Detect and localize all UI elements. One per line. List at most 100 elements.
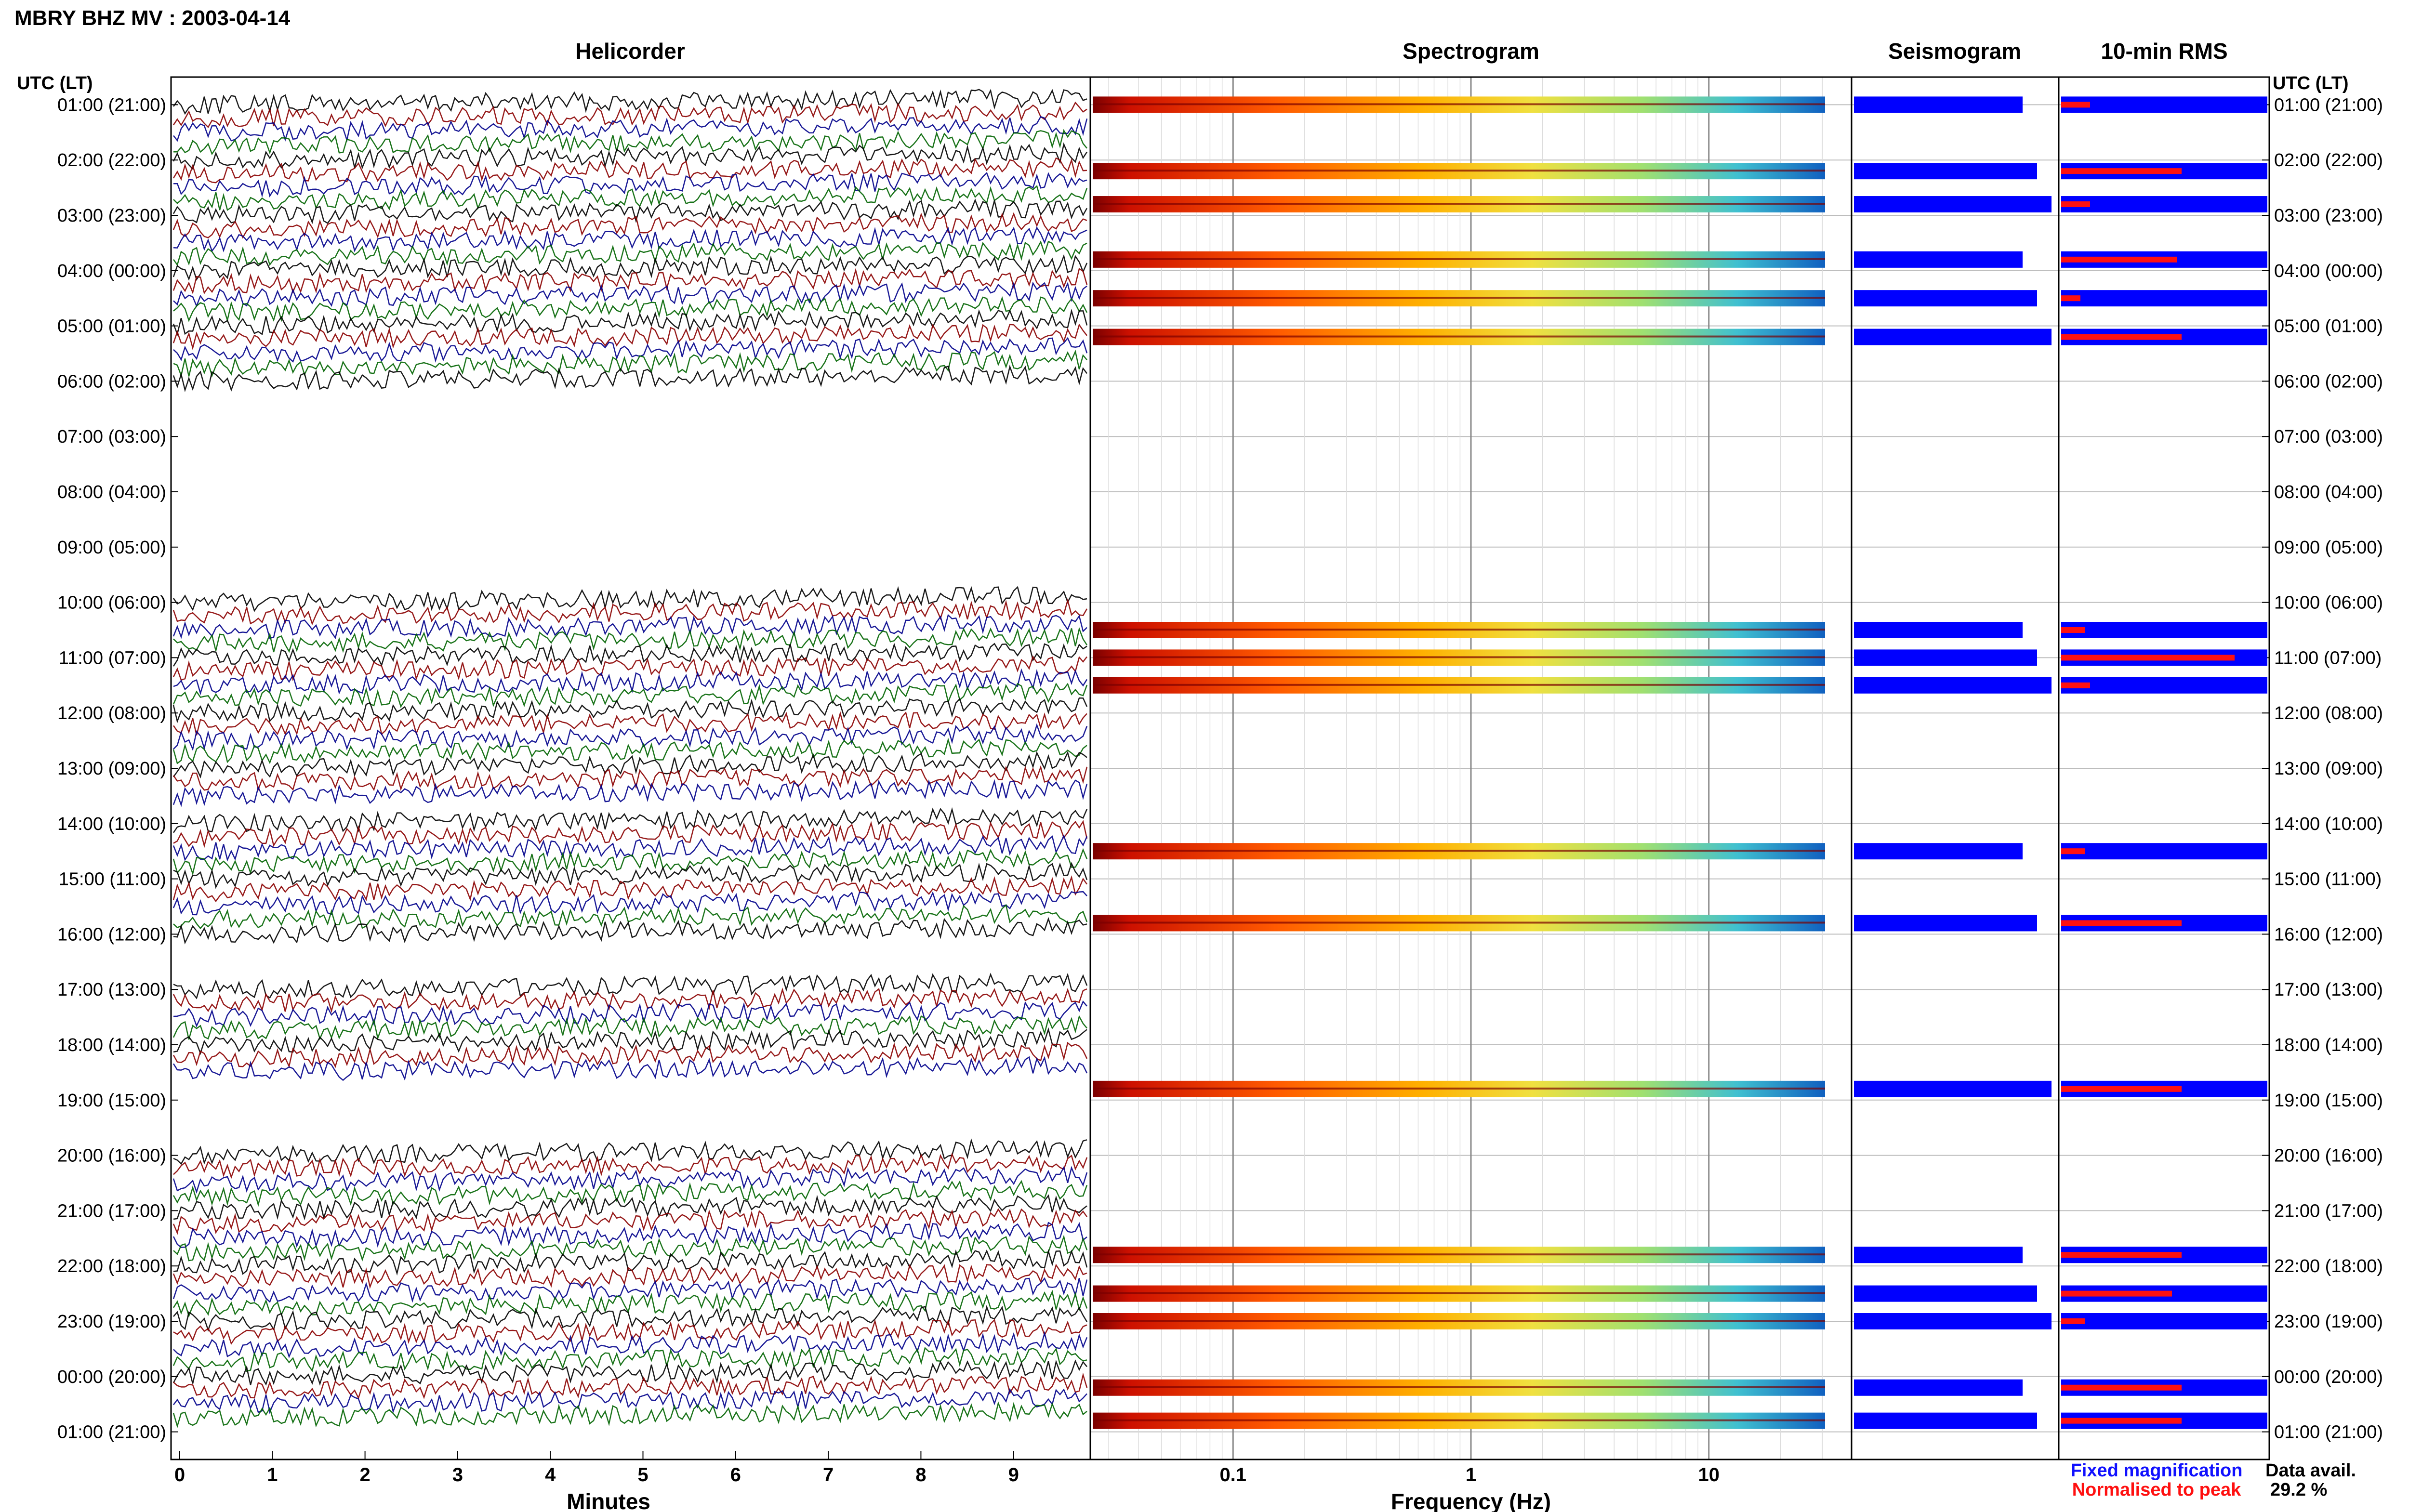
- hour-label-right: 04:00 (00:00): [2274, 261, 2383, 281]
- seismogram-band: [1854, 329, 2052, 345]
- rms-normalised-bar: [2061, 102, 2090, 108]
- helicorder-trace: [172, 598, 1088, 626]
- rms-frame: [2058, 76, 2270, 1460]
- freq-tick-label: 1: [1466, 1464, 1476, 1486]
- spectrogram-band-line: [1093, 170, 1825, 172]
- helicorder-trace: [173, 129, 1087, 156]
- helicorder-trace: [172, 240, 1087, 266]
- rms-normalised-bar: [2061, 256, 2177, 263]
- hour-label-left: 01:00 (21:00): [57, 95, 166, 115]
- hour-label-left: 00:00 (20:00): [57, 1367, 166, 1387]
- seismogram-band: [1854, 1247, 2023, 1263]
- hour-label-right: 01:00 (21:00): [2274, 1422, 2383, 1443]
- x-tick-label: 3: [452, 1464, 463, 1486]
- rms-title: 10-min RMS: [2101, 39, 2227, 64]
- helicorder-trace: [172, 697, 1088, 723]
- spectrogram-band-line: [1093, 1087, 1825, 1090]
- hour-label-left: 20:00 (16:00): [57, 1146, 166, 1166]
- spectrogram-bands: [1093, 96, 1825, 1429]
- helicorder-trace: [173, 917, 1087, 945]
- helicorder-trace: [173, 1138, 1087, 1165]
- spectrogram-band-line: [1093, 1419, 1825, 1421]
- rms-normalised-bar: [2061, 1086, 2182, 1092]
- helicorder-trace: [172, 101, 1087, 129]
- hour-label-left: 13:00 (09:00): [57, 759, 166, 779]
- rms-normalised-bar: [2061, 1290, 2172, 1297]
- hour-label-left: 02:00 (22:00): [57, 150, 166, 171]
- seismogram-bands: [1854, 96, 2052, 1429]
- hour-label-left: 12:00 (08:00): [57, 703, 166, 723]
- spectrogram-band-line: [1093, 258, 1825, 260]
- hour-label-left: 08:00 (04:00): [57, 482, 166, 502]
- legend-normalised-to-peak: Normalised to peak: [2072, 1480, 2241, 1500]
- seismogram-band: [1854, 1313, 2052, 1329]
- hour-label-left: 04:00 (00:00): [57, 261, 166, 281]
- hour-label-left: 09:00 (05:00): [57, 538, 166, 558]
- helicorder-trace: [172, 254, 1088, 281]
- spectrogram-band-line: [1093, 1320, 1825, 1322]
- rms-normalised-bar: [2061, 848, 2085, 855]
- x-tick-label: 5: [637, 1464, 648, 1486]
- hour-label-left: 14:00 (10:00): [57, 814, 166, 834]
- helicorder-trace: [173, 627, 1088, 653]
- hour-label-left: 10:00 (06:00): [57, 593, 166, 613]
- hour-label-left: 23:00 (19:00): [57, 1312, 166, 1332]
- rms-fixed-bar: [2061, 96, 2267, 113]
- hour-label-left: 17:00 (13:00): [57, 980, 166, 1000]
- hour-label-right: 14:00 (10:00): [2274, 814, 2383, 834]
- helicorder-trace: [173, 668, 1088, 696]
- helicorder-trace: [172, 1208, 1088, 1235]
- helicorder-trace: [172, 1289, 1088, 1318]
- spectrogram-band-line: [1093, 850, 1825, 852]
- helicorder-trace: [172, 1166, 1088, 1194]
- helicorder-trace: [172, 1359, 1087, 1386]
- rms-normalised-bar: [2061, 1252, 2182, 1258]
- rms-normalised-bar: [2061, 1384, 2182, 1391]
- spectrogram-band-line: [1093, 335, 1825, 338]
- helicorder-trace: [172, 765, 1088, 792]
- seismogram-title: Seismogram: [1888, 39, 2021, 64]
- spectrogram-band-line: [1093, 921, 1825, 924]
- helicorder-trace: [173, 820, 1088, 848]
- spectrogram-title: Spectrogram: [1403, 39, 1539, 64]
- spectrogram-band-line: [1093, 1253, 1825, 1256]
- rms-bars: [2061, 96, 2267, 1429]
- helicorder-trace: [172, 711, 1087, 736]
- helicorder-trace: [173, 723, 1088, 751]
- spectrogram-xlabel: Frequency (Hz): [1391, 1489, 1551, 1512]
- hour-label-left: 01:00 (21:00): [57, 1422, 166, 1443]
- helicorder-trace: [173, 296, 1088, 323]
- figure-title: MBRY BHZ MV : 2003-04-14: [14, 6, 291, 30]
- hour-label-right: 15:00 (11:00): [2274, 869, 2382, 890]
- seismogram-band: [1854, 1080, 2052, 1097]
- hour-label-right: 20:00 (16:00): [2274, 1146, 2383, 1166]
- helicorder-trace: [172, 875, 1088, 903]
- seismogram-band: [1854, 96, 2023, 113]
- helicorder-trace: [172, 807, 1088, 833]
- hour-label-left: 07:00 (03:00): [57, 427, 166, 447]
- hour-label-right: 05:00 (01:00): [2274, 316, 2383, 337]
- data-avail-label: Data avail.: [2265, 1460, 2356, 1481]
- hour-label-right: 00:00 (20:00): [2274, 1367, 2383, 1387]
- helicorder-trace: [172, 655, 1087, 682]
- rms-normalised-bar: [2061, 920, 2182, 926]
- seismogram-band: [1854, 843, 2023, 860]
- helicorder-trace: [172, 586, 1087, 612]
- helicorder-trace: [172, 1263, 1087, 1289]
- hour-label-right: 06:00 (02:00): [2274, 371, 2383, 392]
- helicorder-trace: [172, 1347, 1087, 1372]
- helicorder-trace: [173, 1000, 1087, 1028]
- helicorder-trace: [172, 750, 1087, 779]
- rms-fixed-bar: [2061, 843, 2267, 860]
- helicorder-trace: [172, 1180, 1088, 1207]
- spectrogram-band-line: [1093, 629, 1825, 631]
- helicorder-trace: [172, 89, 1087, 115]
- rms-normalised-bar: [2061, 655, 2235, 661]
- seismogram-band: [1854, 677, 2052, 694]
- seismogram-band: [1854, 622, 2023, 638]
- hour-label-left: 18:00 (14:00): [57, 1035, 166, 1055]
- spectrogram-band-line: [1093, 297, 1825, 299]
- seismogram-band: [1854, 1412, 2037, 1429]
- freq-tick-label: 10: [1698, 1464, 1720, 1486]
